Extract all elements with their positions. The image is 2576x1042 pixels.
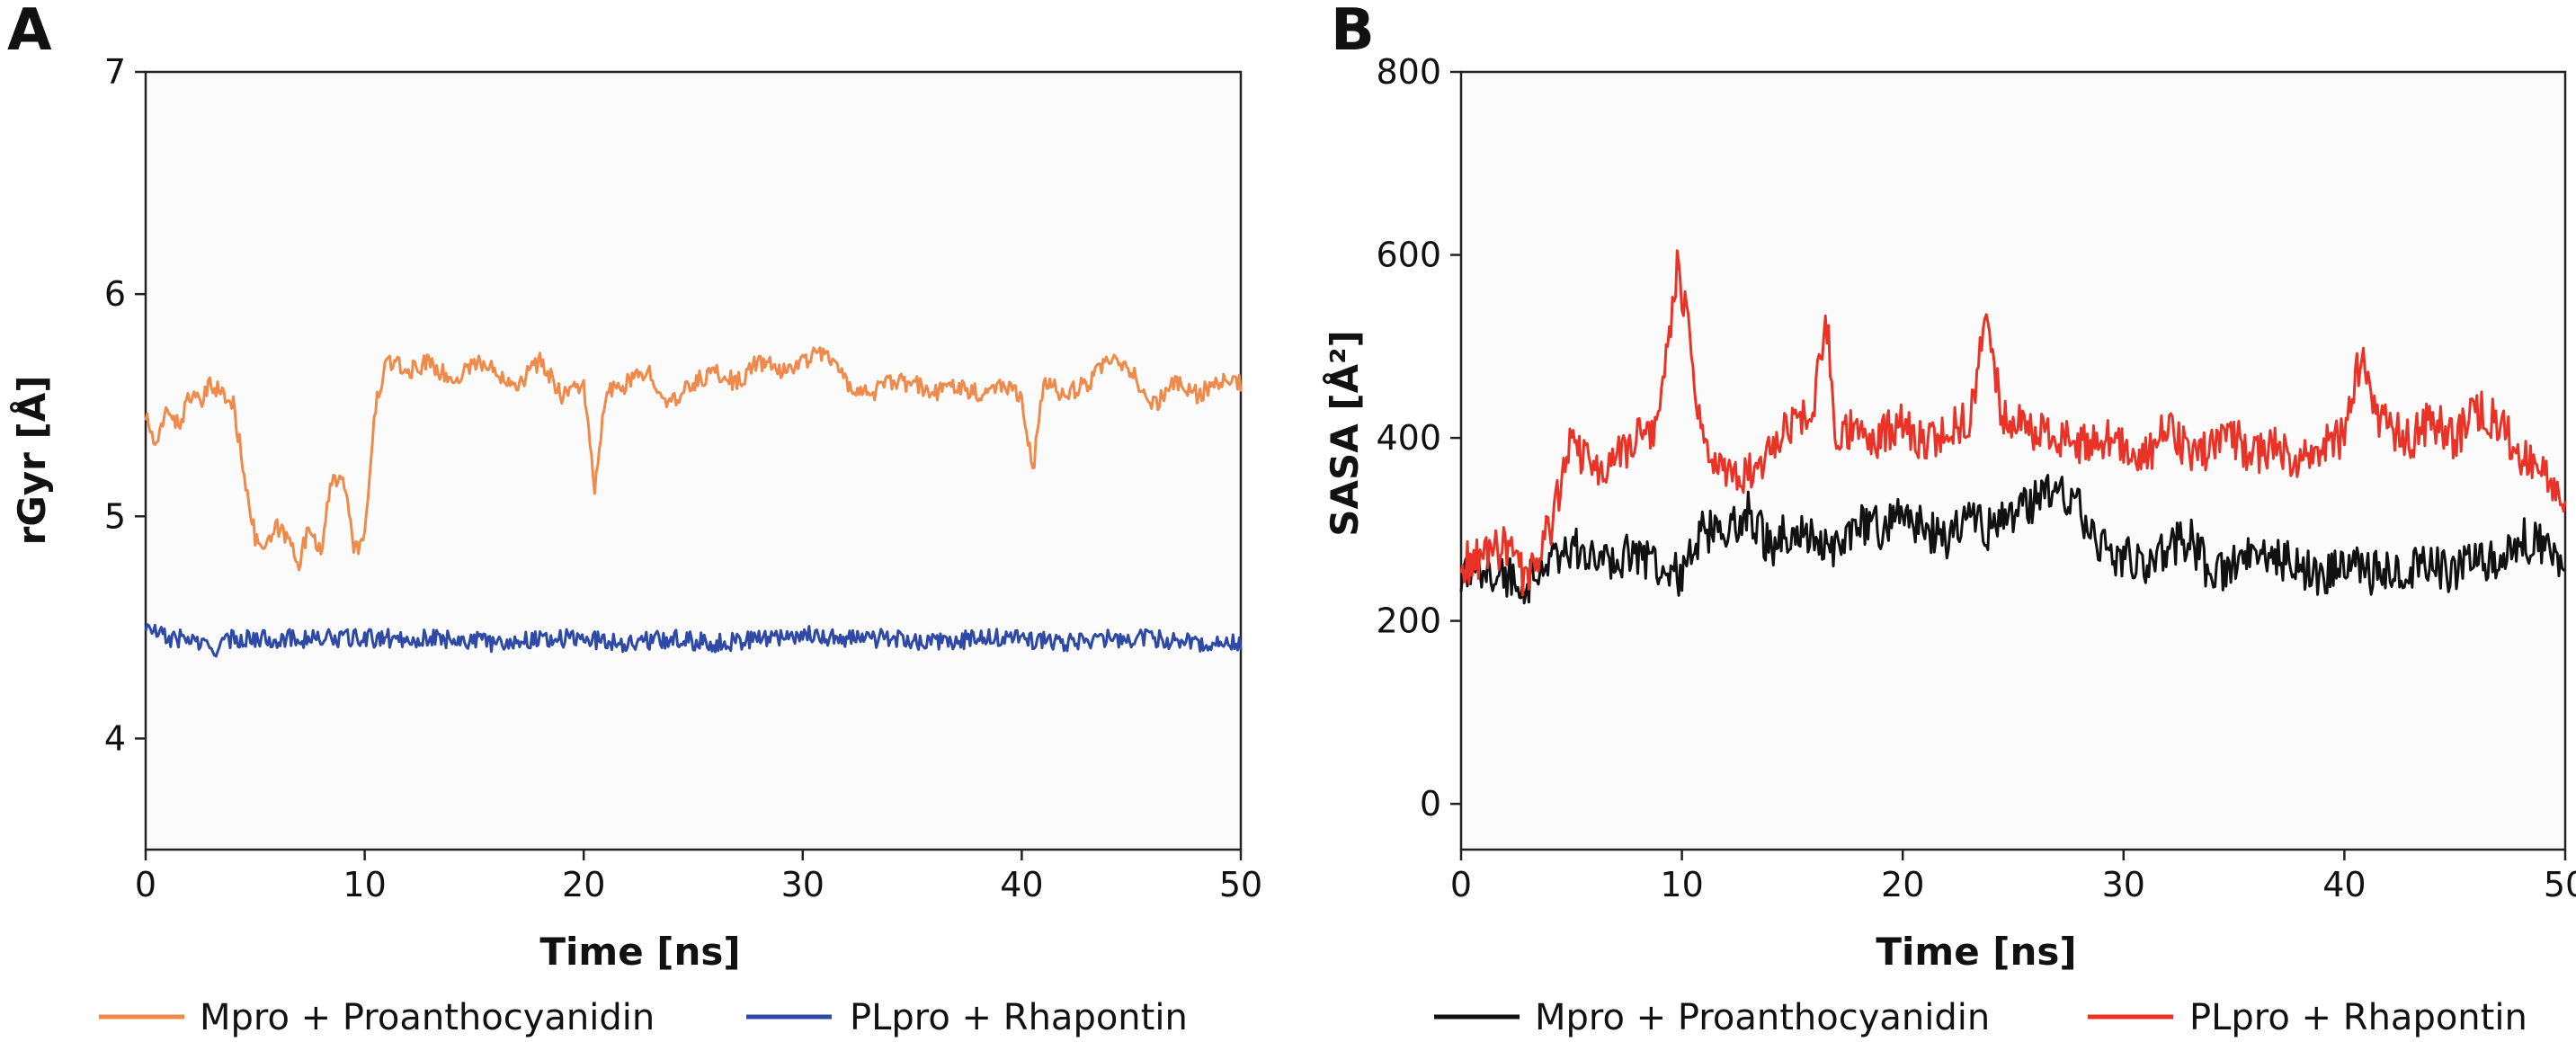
panel-a-y-tick-label-2: 6 [104, 274, 126, 314]
panel-a-plot-area [144, 70, 1243, 851]
panel-a: A 0 10 20 30 40 50 4 5 6 7 rGyr [Å] Time [ns] Mpr… [7, 0, 1262, 1038]
panel-a-x-tick-label-1: 10 [343, 865, 386, 904]
panel-a-legend: Mpro + Proanthocyanidin PLpro + Rhaponti… [99, 997, 1188, 1038]
panel-a-legend-label-1: PLpro + Rhapontin [850, 997, 1188, 1038]
panel-a-legend-label-0: Mpro + Proanthocyanidin [200, 997, 655, 1038]
panel-b-x-tick-label-4: 40 [2322, 865, 2366, 904]
panel-b-legend-label-0: Mpro + Proanthocyanidin [1535, 997, 1990, 1038]
panel-a-series-line-1 [144, 623, 1243, 658]
panel-a-series-line-0 [144, 346, 1243, 572]
panel-b-ticks: 0 10 20 30 40 50 0 200 400 600 800 [1376, 52, 2576, 904]
panel-b-y-tick-label-3: 600 [1376, 236, 1441, 275]
panel-a-x-tick-label-2: 20 [562, 865, 605, 904]
panel-b-plot-area [1459, 70, 2567, 851]
panel-b-series-line-0 [1459, 474, 2566, 605]
panel-a-y-axis-title: rGyr [Å] [9, 376, 54, 546]
panel-b-series-line-1 [1459, 249, 2567, 597]
panel-b-x-tick-label-2: 20 [1881, 865, 1924, 904]
panel-b-x-tick-label-1: 10 [1660, 865, 1703, 904]
panel-a-series [144, 346, 1243, 658]
panel-a-letter: A [7, 0, 52, 64]
panel-b-y-tick-label-4: 800 [1376, 52, 1441, 92]
panel-b: B 0 10 20 30 40 50 0 200 400 600 800 SASA [Å²] Tim… [1322, 0, 2576, 1038]
panel-b-legend-label-1: PLpro + Rhapontin [2189, 997, 2527, 1038]
panel-a-x-axis-title: Time [ns] [539, 930, 740, 974]
panel-b-series [1459, 249, 2567, 605]
panel-b-y-tick-label-0: 0 [1420, 784, 1441, 824]
panel-b-x-tick-label-5: 50 [2544, 865, 2576, 904]
panel-b-x-tick-label-0: 0 [1450, 865, 1472, 904]
panel-b-y-tick-label-2: 400 [1376, 418, 1441, 458]
panel-a-x-tick-label-5: 50 [1219, 865, 1262, 904]
panel-b-legend: Mpro + Proanthocyanidin PLpro + Rhaponti… [1434, 997, 2527, 1038]
panel-a-x-tick-label-4: 40 [1000, 865, 1043, 904]
panel-b-x-tick-label-3: 30 [2102, 865, 2145, 904]
panel-a-y-tick-label-1: 5 [104, 496, 126, 536]
panel-b-letter: B [1331, 0, 1375, 64]
panel-b-y-tick-label-1: 200 [1376, 601, 1441, 641]
panel-a-y-tick-label-0: 4 [104, 718, 126, 758]
panel-b-y-axis-title: SASA [Å²] [1322, 330, 1367, 536]
panel-a-ticks: 0 10 20 30 40 50 4 5 6 7 [104, 52, 1262, 904]
panel-a-x-tick-label-0: 0 [135, 865, 156, 904]
panel-b-x-axis-title: Time [ns] [1876, 930, 2076, 974]
panel-a-y-tick-label-3: 7 [104, 52, 126, 92]
panel-a-x-tick-label-3: 30 [781, 865, 824, 904]
